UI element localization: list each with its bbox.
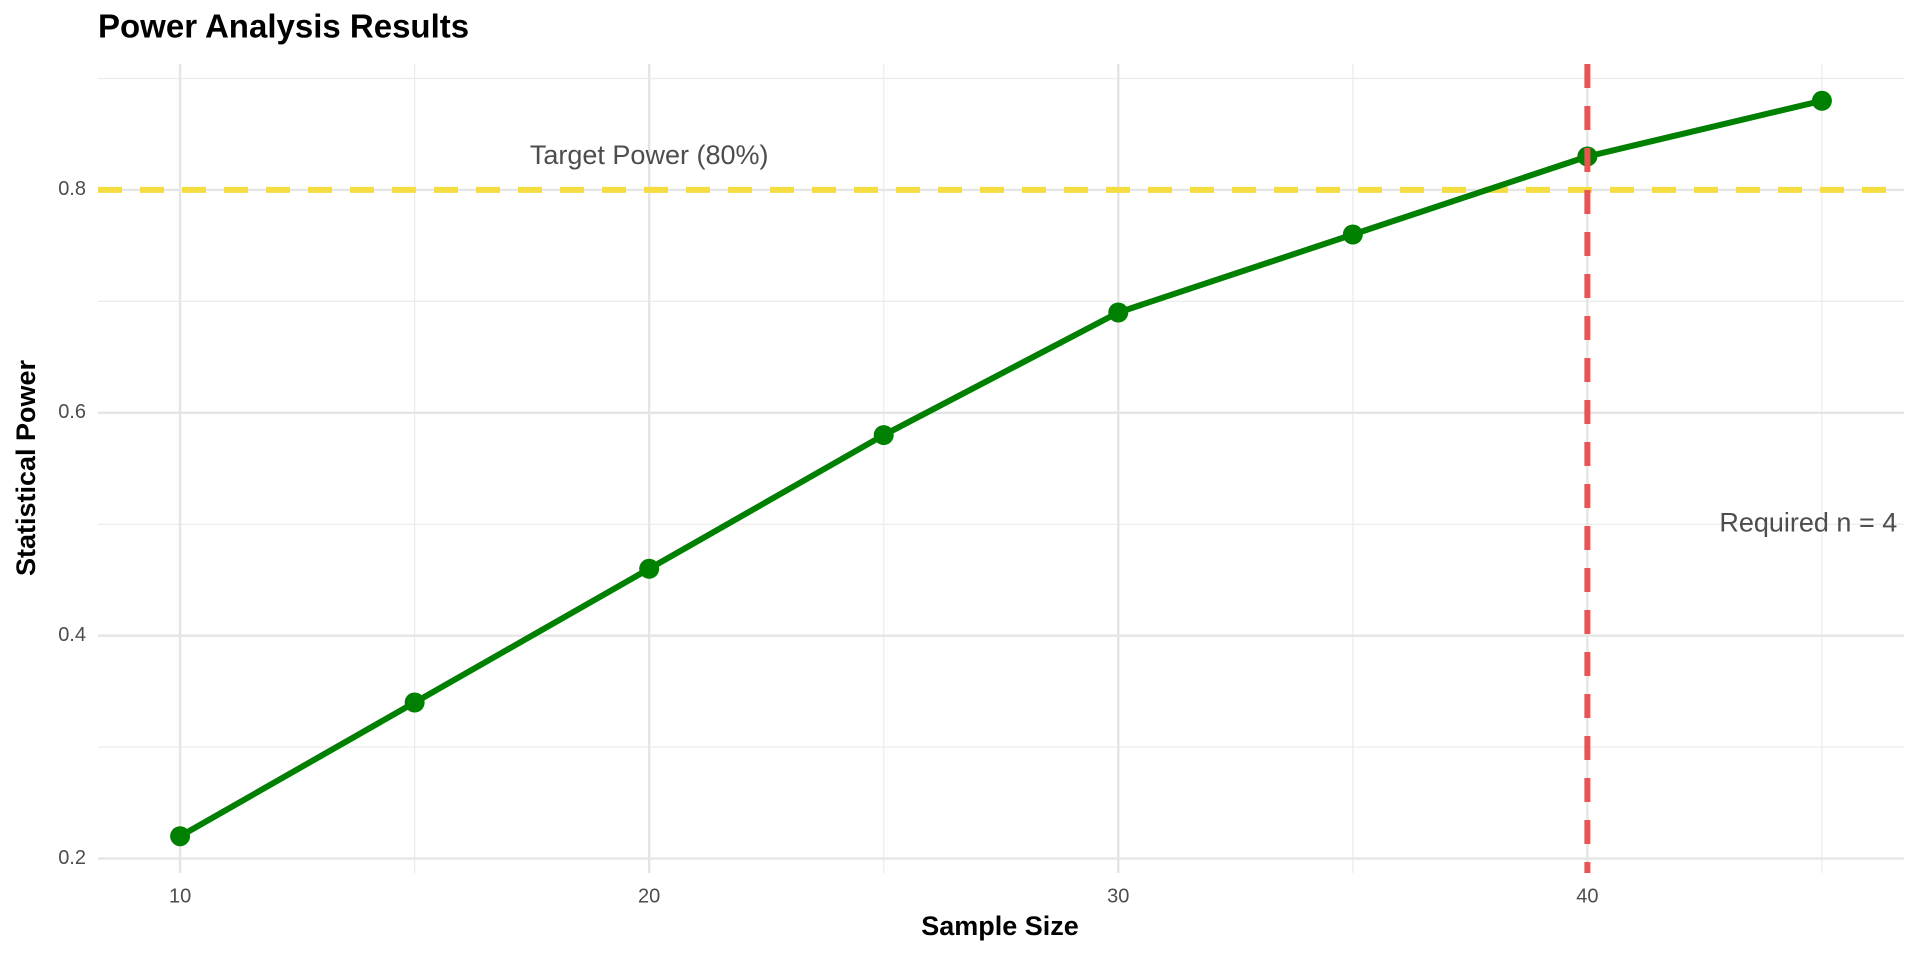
y-tick-label: 0.2 xyxy=(58,847,86,869)
data-point xyxy=(1811,90,1832,111)
x-tick-label: 40 xyxy=(1576,885,1598,907)
x-tick-label: 30 xyxy=(1107,885,1129,907)
y-tick-label: 0.8 xyxy=(58,178,86,200)
y-axis-title: Statistical Power xyxy=(11,359,41,576)
data-point xyxy=(1342,224,1363,245)
data-point xyxy=(1108,302,1129,323)
x-axis-title: Sample Size xyxy=(921,911,1079,941)
x-tick-label: 10 xyxy=(169,885,191,907)
data-point xyxy=(170,826,191,847)
required-label: Required n = 4 xyxy=(1719,507,1897,537)
data-line xyxy=(178,97,1823,839)
data-point xyxy=(639,558,660,579)
y-tick-label: 0.6 xyxy=(58,401,86,423)
target-label: Target Power (80%) xyxy=(530,140,769,170)
data-point xyxy=(873,425,894,446)
y-tick-label: 0.4 xyxy=(58,624,86,646)
data-point xyxy=(404,692,425,713)
chart-title: Power Analysis Results xyxy=(98,8,469,45)
x-tick-label: 20 xyxy=(638,885,660,907)
